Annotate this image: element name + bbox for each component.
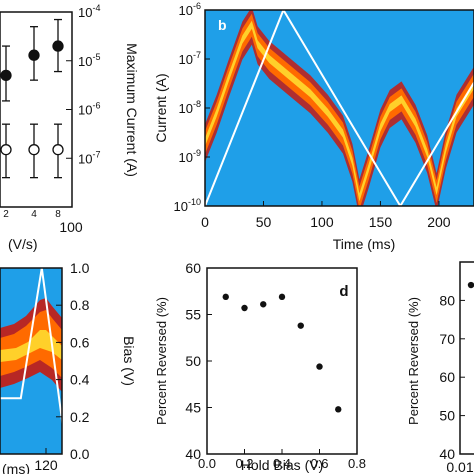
panel-a-x-tick-4: 4 bbox=[31, 209, 37, 220]
panel-b-y-axis: 10-6 10-7 10-8 10-9 10-10 bbox=[174, 1, 210, 214]
panel-d-y-tick-label: 50 bbox=[185, 353, 201, 369]
panel-e-frame bbox=[459, 261, 474, 455]
panel-c-x-tick-120: 120 bbox=[34, 457, 58, 473]
panel-c-y-axis-label: Bias (V) bbox=[121, 336, 137, 386]
panel-d-y-tick-label: 60 bbox=[185, 260, 201, 276]
panel-b-x-axis: 0 50 100 150 200 bbox=[201, 201, 451, 230]
panel-c-frame bbox=[0, 267, 63, 455]
panel-e-y-tick-label: 70 bbox=[439, 331, 455, 347]
panel-a-y-tick-label: 10-4 bbox=[78, 3, 100, 20]
panel-d-x-axis-label: Hold Bias (V) bbox=[241, 457, 323, 473]
panel-b-y-tick-label: 10-9 bbox=[179, 148, 201, 165]
panel-d: d 40 45 50 55 60 0.0 0.2 0.4 0.6 0.8 Hold Bias (… bbox=[154, 260, 366, 473]
panel-c-density-band-core bbox=[0, 330, 62, 362]
panel-a-filled-point bbox=[28, 49, 40, 61]
panel-c-y-tick-label: 0.6 bbox=[70, 334, 90, 350]
panel-d-y-axis-label: Percent Reversed (%) bbox=[154, 297, 169, 425]
panel-c-y-tick-label: 0.2 bbox=[70, 409, 90, 425]
panel-b-x-tick-label: 150 bbox=[369, 214, 393, 230]
panel-c-y-axis: 1.0 0.8 0.6 0.4 0.2 0.0 bbox=[56, 260, 90, 462]
panel-d-x-tick-label: 0.2 bbox=[235, 456, 253, 471]
panel-d-x-tick-label: 0.8 bbox=[348, 456, 366, 471]
panel-d-x-tick-label: 0.4 bbox=[273, 456, 291, 471]
panel-b-x-axis-label: Time (ms) bbox=[333, 236, 395, 252]
panel-a: 10-4 10-5 10-6 10-7 2 4 8 100 (V/s) Maximum… bbox=[0, 3, 140, 252]
panel-a-x-tick-100: 100 bbox=[59, 219, 83, 235]
panel-e-y-axis-label: Percent Reversed (%) bbox=[406, 297, 421, 425]
panel-c-x-axis-label: (ms) bbox=[2, 461, 30, 474]
panel-e: 80 70 60 50 40 0.01 Percent Reversed (%) bbox=[406, 261, 474, 474]
panel-c-y-tick-label: 1.0 bbox=[70, 260, 90, 276]
panel-d-y-tick-label: 45 bbox=[185, 400, 201, 416]
panel-d-data-point bbox=[260, 301, 267, 308]
panel-d-data-point bbox=[278, 293, 286, 301]
panel-a-x-axis-label: (V/s) bbox=[8, 236, 38, 252]
panel-b-x-tick-label: 50 bbox=[256, 214, 272, 230]
panel-c: 1.0 0.8 0.6 0.4 0.2 0.0 120 (ms) Bias (V) bbox=[0, 260, 137, 474]
panel-b-y-tick-label: 10-10 bbox=[174, 197, 201, 214]
panel-e-y-tick-label: 80 bbox=[439, 292, 455, 308]
panel-b-y-tick-label: 10-8 bbox=[179, 99, 201, 116]
panel-a-x-tick-8: 8 bbox=[55, 209, 61, 220]
panel-a-y-tick-label: 10-6 bbox=[78, 101, 100, 118]
panel-a-y-axis: 10-4 10-5 10-6 10-7 bbox=[66, 3, 100, 166]
panel-d-data-point bbox=[297, 322, 304, 329]
panel-a-open-point bbox=[28, 144, 40, 156]
panel-c-y-tick-label: 0.8 bbox=[70, 297, 90, 313]
panel-b-y-tick-label: 10-7 bbox=[179, 50, 201, 67]
panel-d-y-tick-label: 40 bbox=[185, 446, 201, 462]
panel-c-y-tick-label: 0.4 bbox=[70, 372, 90, 388]
panel-d-label: d bbox=[339, 283, 348, 300]
panel-a-y-tick-label: 10-5 bbox=[78, 52, 100, 69]
panel-d-series bbox=[222, 293, 342, 413]
panel-e-x-tick-0.01: 0.01 bbox=[446, 459, 473, 474]
panel-d-x-tick-label: 0.0 bbox=[198, 456, 216, 471]
panel-e-data-point bbox=[467, 281, 474, 289]
panel-a-open-point bbox=[0, 144, 12, 156]
panel-d-y-tick-label: 55 bbox=[185, 307, 201, 323]
panel-d-data-point bbox=[335, 406, 342, 413]
panel-a-x-tick-2: 2 bbox=[3, 209, 9, 220]
panel-d-data-point bbox=[222, 293, 229, 301]
panel-d-x-axis: 0.0 0.2 0.4 0.6 0.8 bbox=[198, 449, 366, 471]
panel-a-series bbox=[0, 18, 64, 179]
panel-b-x-tick-label: 200 bbox=[427, 214, 451, 230]
panel-b-x-tick-label: 100 bbox=[310, 214, 334, 230]
panel-b-y-tick-label: 10-6 bbox=[179, 1, 201, 18]
panel-e-y-axis: 80 70 60 50 40 bbox=[439, 292, 465, 462]
panel-a-y-axis-label: Maximum Current (A) bbox=[124, 43, 140, 177]
panel-d-y-axis: 40 45 50 55 60 bbox=[185, 260, 212, 462]
panel-a-filled-point bbox=[52, 40, 64, 52]
panel-a-y-tick-label: 10-7 bbox=[78, 149, 100, 166]
panel-b-x-tick-label: 0 bbox=[201, 214, 209, 230]
panel-c-bias-trace bbox=[0, 268, 62, 427]
panel-a-filled-point bbox=[0, 69, 12, 82]
panel-e-series bbox=[467, 281, 474, 289]
panel-b-bias-trace bbox=[205, 10, 474, 206]
panel-b: b 10-6 10-7 10-8 10-9 10-10 0 50 100 150 200 Tim… bbox=[153, 1, 474, 252]
panel-e-y-tick-label: 50 bbox=[439, 408, 455, 424]
panel-b-y-axis-label: Current (A) bbox=[153, 73, 169, 142]
panel-d-data-point bbox=[316, 363, 323, 370]
panel-e-y-tick-label: 40 bbox=[439, 446, 455, 462]
panel-c-y-tick-label: 0.0 bbox=[70, 446, 90, 462]
panel-a-open-point bbox=[52, 144, 64, 156]
panel-e-y-tick-label: 60 bbox=[439, 369, 455, 385]
panel-d-x-tick-label: 0.6 bbox=[310, 456, 328, 471]
panel-b-label: b bbox=[218, 17, 227, 33]
panel-a-x-tick-labels: 2 4 8 100 bbox=[3, 209, 83, 235]
panel-d-data-point bbox=[241, 304, 248, 312]
